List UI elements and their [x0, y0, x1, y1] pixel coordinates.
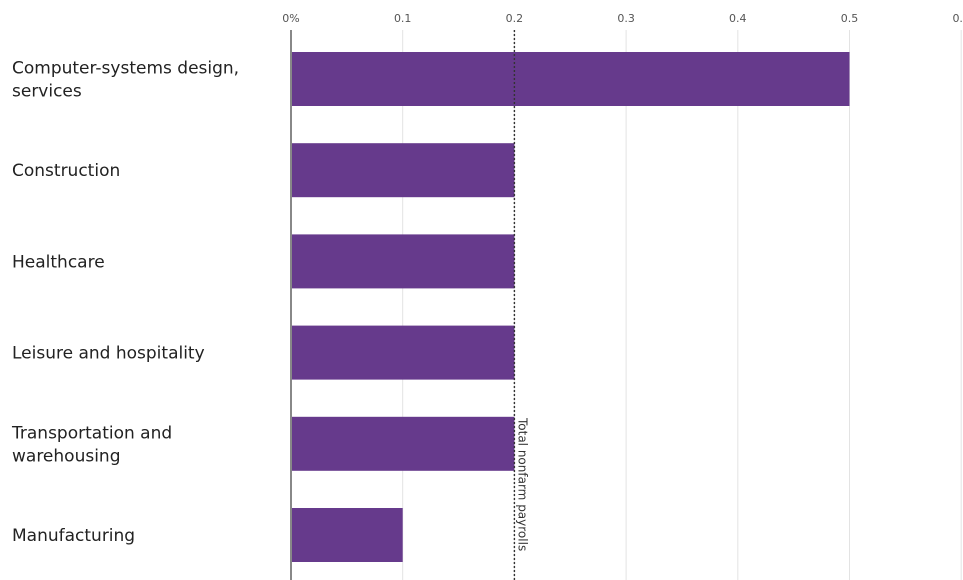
x-tick-label: 0.6 — [952, 12, 963, 25]
x-tick-label: 0.5 — [841, 12, 859, 25]
category-label: Transportation and — [11, 423, 172, 443]
reference-line-group: Total nonfarm payrolls — [513, 30, 529, 580]
x-tick-label: 0.2 — [506, 12, 524, 25]
bar — [291, 325, 515, 380]
grid-lines — [402, 30, 962, 580]
bar — [291, 508, 403, 562]
bar — [291, 143, 515, 198]
bar — [291, 52, 850, 106]
category-label: Computer-systems design, — [12, 59, 239, 79]
bar — [291, 234, 515, 289]
category-label: Healthcare — [12, 252, 105, 272]
x-tick-label: 0% — [282, 12, 299, 25]
category-label: Construction — [12, 161, 120, 181]
bar — [291, 416, 515, 471]
x-tick-label: 0.3 — [617, 12, 635, 25]
x-tick-label: 0.4 — [729, 12, 747, 25]
x-axis-tick-labels: 0% 0.1 0.2 0.3 0.4 0.5 0.6 — [282, 12, 963, 25]
x-tick-label: 0.1 — [394, 12, 412, 25]
category-label: services — [12, 82, 82, 102]
bars — [291, 52, 850, 562]
category-labels: Computer-systems design, services Construc… — [11, 59, 239, 547]
category-label: Leisure and hospitality — [12, 344, 205, 364]
category-label: warehousing — [12, 446, 121, 466]
category-label: Manufacturing — [12, 526, 135, 546]
reference-line-label: Total nonfarm payrolls — [515, 417, 529, 551]
